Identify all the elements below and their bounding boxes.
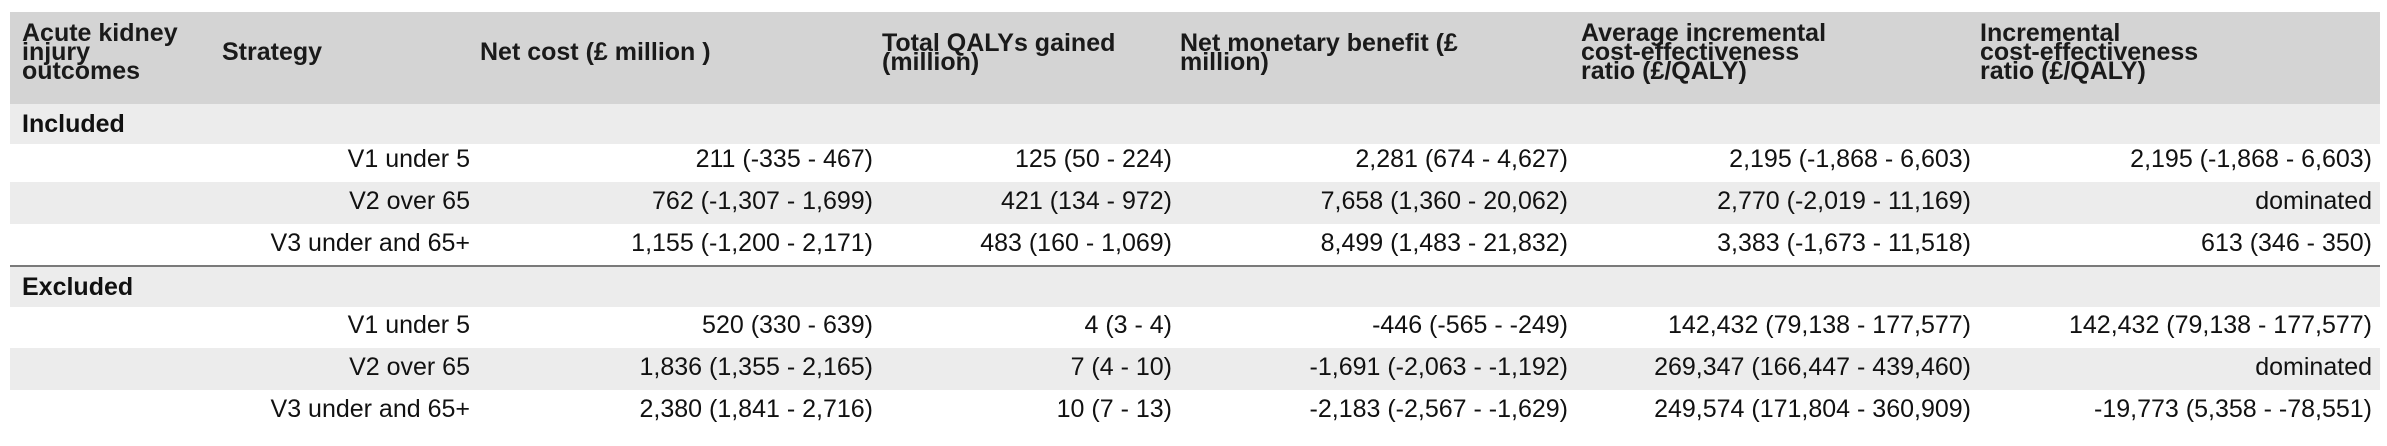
cell-incremental-icer: 2,195 (-1,868 - 6,603) [2130, 145, 2372, 173]
cell-net-cost: 1,155 (-1,200 - 2,171) [631, 229, 873, 257]
cell-net-cost: 2,380 (1,841 - 2,716) [639, 395, 874, 423]
table-row: V3 under and 65+ 1,155 (-1,200 - 2,171) … [10, 224, 2380, 266]
group-divider [10, 265, 2380, 267]
cell-average-icer: 269,347 (166,447 - 439,460) [1654, 353, 1971, 381]
cell-qalys: 7 (4 - 10) [1070, 353, 1172, 381]
cell-qalys: 483 (160 - 1,069) [980, 229, 1172, 257]
header-incremental-icer: Incremental cost-effectiveness ratio (£/… [1980, 19, 2199, 85]
header-outcomes: Acute kidney injury outcomes [22, 19, 178, 85]
cell-incremental-icer: dominated [2255, 187, 2372, 215]
cell-nmb: -446 (-565 - -249) [1372, 311, 1568, 339]
cell-average-icer: 249,574 (171,804 - 360,909) [1654, 395, 1971, 423]
cell-average-icer: 142,432 (79,138 - 177,577) [1667, 311, 1971, 339]
cell-average-icer: 3,383 (-1,673 - 11,518) [1717, 229, 1971, 257]
cell-net-cost: 1,836 (1,355 - 2,165) [639, 353, 874, 381]
cell-incremental-icer: 142,432 (79,138 - 177,577) [2068, 311, 2372, 339]
table-header: Acute kidney injury outcomes Strategy Ne… [10, 12, 2380, 104]
cell-average-icer: 2,195 (-1,868 - 6,603) [1729, 145, 1971, 173]
table-row: V2 over 65 762 (-1,307 - 1,699) 421 (134… [10, 182, 2380, 224]
cell-net-cost: 520 (330 - 639) [702, 311, 873, 339]
cell-incremental-icer: 613 (346 - 350) [2201, 229, 2372, 257]
table-row: V3 under and 65+ 2,380 (1,841 - 2,716) 1… [10, 390, 2380, 432]
cell-nmb: 7,658 (1,360 - 20,062) [1320, 187, 1568, 215]
cell-qalys: 125 (50 - 224) [1014, 145, 1172, 173]
cell-nmb: -1,691 (-2,063 - -1,192) [1309, 353, 1568, 381]
cell-qalys: 4 (3 - 4) [1084, 311, 1172, 339]
table-row: V1 under 5 520 (330 - 639) 4 (3 - 4) -44… [10, 306, 2380, 348]
cell-strategy: V3 under and 65+ [270, 395, 470, 423]
cell-net-cost: 211 (-335 - 467) [695, 145, 873, 173]
table-row: V2 over 65 1,836 (1,355 - 2,165) 7 (4 - … [10, 348, 2380, 390]
header-net-monetary-benefit: Net monetary benefit (£ million) [1180, 29, 1458, 76]
cell-strategy: V2 over 65 [349, 353, 470, 381]
cell-strategy: V1 under 5 [347, 311, 470, 339]
header-strategy: Strategy [222, 38, 323, 66]
header-average-icer: Average incremental cost-effectiveness r… [1581, 19, 1827, 85]
cell-strategy: V2 over 65 [349, 187, 470, 215]
cell-net-cost: 762 (-1,307 - 1,699) [652, 187, 873, 215]
cell-nmb: 2,281 (674 - 4,627) [1355, 145, 1568, 173]
cell-average-icer: 2,770 (-2,019 - 11,169) [1717, 187, 1971, 215]
header-net-cost: Net cost (£ million ) [480, 38, 711, 66]
group-label: Included [22, 110, 125, 138]
header-total-qalys: Total QALYs gained (million) [882, 29, 1116, 76]
cell-nmb: 8,499 (1,483 - 21,832) [1320, 229, 1568, 257]
cell-qalys: 10 (7 - 13) [1056, 395, 1172, 423]
table-row: V1 under 5 211 (-335 - 467) 125 (50 - 22… [10, 140, 2380, 182]
cell-incremental-icer: -19,773 (5,358 - -78,551) [2094, 395, 2372, 423]
group-label: Excluded [22, 273, 134, 301]
cell-nmb: -2,183 (-2,567 - -1,629) [1309, 395, 1568, 423]
group-row-excluded: Excluded [10, 267, 2380, 307]
cell-incremental-icer: dominated [2255, 353, 2372, 381]
cell-strategy: V1 under 5 [347, 145, 470, 173]
group-row-included: Included [10, 104, 2380, 144]
cell-strategy: V3 under and 65+ [270, 229, 470, 257]
cell-qalys: 421 (134 - 972) [1001, 187, 1172, 215]
